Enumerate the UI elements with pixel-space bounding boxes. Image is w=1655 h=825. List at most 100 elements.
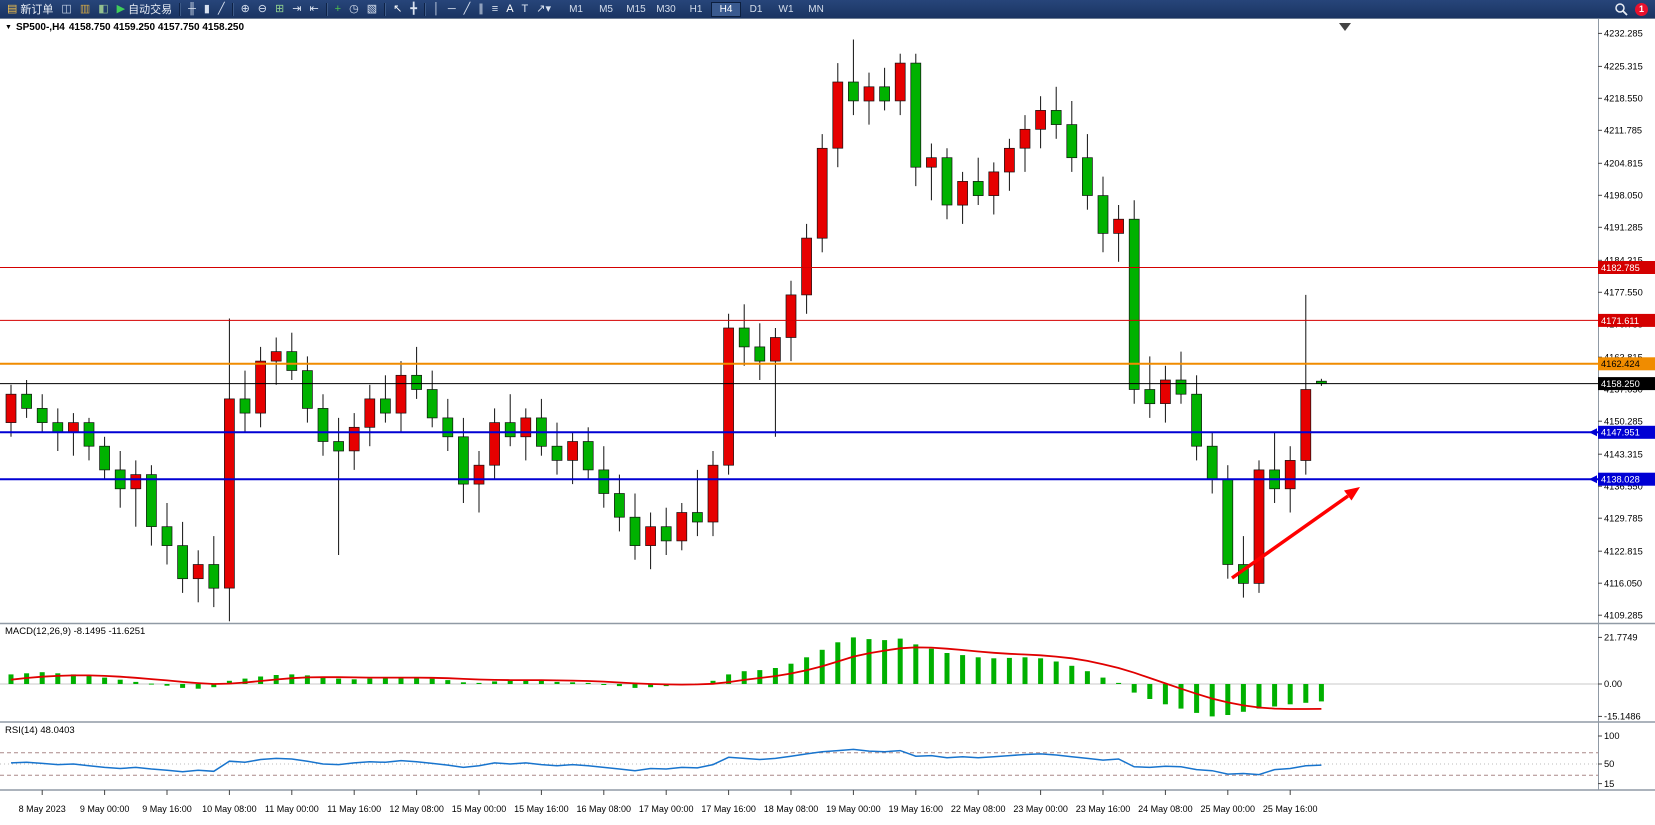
vertical-line-button[interactable]: │ [429,1,444,18]
fibonacci-icon: ≡ [491,2,499,15]
svg-text:11 May 00:00: 11 May 00:00 [265,804,319,814]
trend-arrow-annotation[interactable] [1230,487,1360,580]
timeframe-w1[interactable]: W1 [778,3,794,15]
chart-shift-button[interactable]: ⇤ [305,1,322,18]
timeframe-h4[interactable]: H4 [711,1,742,17]
price-line-4147.951[interactable] [0,428,1598,437]
arrows-button[interactable]: ↗▾ [532,1,555,18]
svg-text:19 May 00:00: 19 May 00:00 [826,804,881,814]
candlestick-chart-button[interactable]: ▮ [200,1,214,18]
timeframe-m1[interactable]: M1 [569,3,583,15]
bar-chart-button[interactable]: ╫ [184,1,200,18]
svg-text:100: 100 [1604,731,1620,741]
svg-text:23 May 16:00: 23 May 16:00 [1076,804,1131,814]
zoom-in-button[interactable]: ⊕ [237,1,254,18]
svg-text:4162.424: 4162.424 [1601,359,1640,369]
line-chart-button[interactable]: ╱ [214,1,229,18]
auto-scroll-button[interactable]: ⇥ [288,1,305,18]
candlestick-icon: ▮ [203,2,210,15]
chart-window-button[interactable]: ◫ [57,1,75,18]
horizontal-line-button[interactable]: ─ [444,1,460,18]
auto-trading-button[interactable]: ▶ 自动交易 [113,1,176,18]
time-axis: 8 May 2023 9 May 00:00 9 May 16:00 10 May 0… [19,790,1317,814]
toolbar-button-group: ▤ 新订单 ◫ ▥ ◧ ▶ 自动交易 ╫ ▮ ╱ ⊕ ⊖ ⊞ ⇥ ⇤ + ◷ ▧ ↖ ╋ │ ─ ╱ ∥ ≡ A T ↗▾ [3,0,555,19]
text-button[interactable]: A [502,1,517,18]
templates-button[interactable]: ▧ [363,1,381,18]
notification-badge[interactable]: 1 [1635,2,1648,16]
price-line-4138.028[interactable] [0,475,1598,484]
toolbar-right-group: 1 [1614,2,1652,17]
timeframe-h1[interactable]: H1 [689,3,703,15]
svg-text:50: 50 [1604,759,1614,769]
svg-text:4136.550: 4136.550 [1604,481,1643,491]
line-chart-icon: ╱ [217,2,225,15]
svg-text:9 May 00:00: 9 May 00:00 [80,804,130,814]
svg-text:25 May 00:00: 25 May 00:00 [1201,804,1256,814]
main-toolbar: ▤ 新订单 ◫ ▥ ◧ ▶ 自动交易 ╫ ▮ ╱ ⊕ ⊖ ⊞ ⇥ ⇤ + ◷ ▧ ↖ ╋ │ ─ ╱ ∥ ≡ A T ↗▾ M1 M5 M… [0,0,1655,19]
profiles-button[interactable]: ▥ [76,1,94,18]
toolbar-separator [423,2,426,16]
periods-button[interactable]: ◷ [345,1,363,18]
zoom-out-button[interactable]: ⊖ [254,1,271,18]
svg-text:4198.050: 4198.050 [1604,191,1643,201]
svg-text:4109.285: 4109.285 [1604,610,1643,620]
svg-text:8 May 2023: 8 May 2023 [19,804,66,814]
text-label-button[interactable]: T [518,1,533,18]
auto-trading-button-label: 自动交易 [128,4,173,16]
tile-windows-button[interactable]: ⊞ [271,1,288,18]
add-indicator-icon: + [334,2,342,15]
timeframe-m30[interactable]: M30 [656,3,676,15]
cursor-button[interactable]: ↖ [389,1,406,18]
text-a-icon: A [506,2,514,15]
svg-text:18 May 08:00: 18 May 08:00 [764,804,819,814]
channel-button[interactable]: ∥ [474,1,488,18]
timeframe-mn[interactable]: MN [808,3,824,15]
arrows-dropdown-icon: ↗▾ [536,2,552,15]
chart-symbol-header[interactable]: ▼ SP500-,H4 4158.750 4159.250 4157.750 4… [5,22,244,33]
tile-windows-icon: ⊞ [275,2,285,15]
crosshair-button[interactable]: ╋ [406,1,421,18]
svg-text:15 May 00:00: 15 May 00:00 [452,804,507,814]
market-watch-icon: ◧ [98,2,109,15]
svg-text:4211.785: 4211.785 [1604,126,1642,136]
symbol-dropdown-icon[interactable]: ▼ [5,23,12,31]
toolbar-separator [325,2,328,16]
macd-signal-line [10,646,1322,710]
rsi-indicator-title: RSI(14) 48.0403 [5,725,75,736]
svg-text:4184.315: 4184.315 [1604,256,1643,266]
text-label-icon: T [521,2,529,15]
svg-text:4129.785: 4129.785 [1604,513,1643,523]
toolbar-separator [384,2,387,16]
new-order-button[interactable]: ▤ 新订单 [3,1,57,18]
rsi-level-lines [0,752,1598,776]
svg-text:17 May 16:00: 17 May 16:00 [701,804,756,814]
trendline-button[interactable]: ╱ [460,1,475,18]
search-icon[interactable] [1614,2,1629,17]
profiles-icon: ▥ [79,2,91,15]
toolbar-separator [179,2,182,16]
new-order-button-label: 新订单 [20,4,54,16]
rsi-axis-labels: 100 50 15 [1598,731,1620,789]
svg-text:10 May 08:00: 10 May 08:00 [202,804,257,814]
toolbar-separator [231,2,234,16]
timeframe-d1[interactable]: D1 [749,3,763,15]
svg-text:4177.550: 4177.550 [1604,288,1643,298]
trendline-icon: ╱ [463,2,471,15]
svg-text:4232.285: 4232.285 [1604,29,1643,39]
svg-text:4138.028: 4138.028 [1601,475,1640,485]
svg-text:0.00: 0.00 [1604,679,1622,689]
svg-text:9 May 16:00: 9 May 16:00 [142,804,192,814]
market-watch-button[interactable]: ◧ [94,1,112,18]
timeframe-m15[interactable]: M15 [626,3,646,15]
chart-shift-marker[interactable] [1339,23,1351,31]
svg-text:19 May 16:00: 19 May 16:00 [889,804,944,814]
fibonacci-button[interactable]: ≡ [488,1,502,18]
timeframe-m5[interactable]: M5 [599,3,613,15]
horizontal-line-icon: ─ [447,2,456,15]
add-indicator-button[interactable]: + [331,1,345,18]
order-ticket-icon: ▤ [7,2,18,15]
svg-text:4225.315: 4225.315 [1604,62,1643,72]
svg-text:11 May 16:00: 11 May 16:00 [327,804,381,814]
